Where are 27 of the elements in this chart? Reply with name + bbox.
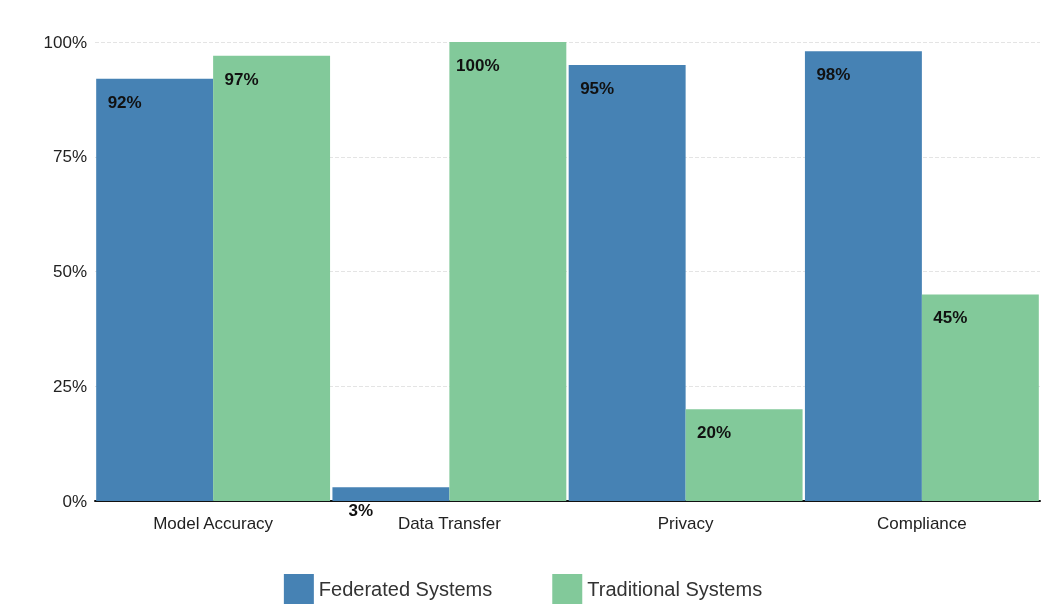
data-label: 98%	[816, 65, 851, 85]
bar	[568, 64, 686, 501]
bar	[213, 55, 331, 501]
x-tick-label: Privacy	[657, 514, 714, 533]
bar	[96, 78, 214, 501]
bar	[804, 51, 922, 501]
y-tick-label: 75%	[52, 147, 87, 167]
data-label: 45%	[933, 308, 968, 328]
x-tick-label: Model Accuracy	[153, 514, 274, 533]
y-tick-label: 100%	[43, 32, 87, 52]
data-label: 3%	[348, 501, 374, 521]
legend-label: Federated Systems	[318, 578, 493, 600]
x-tick-label: Data Transfer	[397, 514, 502, 533]
data-label: 20%	[697, 423, 732, 443]
bar	[332, 487, 450, 501]
legend-label: Traditional Systems	[587, 578, 763, 600]
data-label: 95%	[580, 78, 615, 98]
y-tick-label: 0%	[62, 491, 87, 511]
y-tick-label: 25%	[52, 376, 87, 396]
data-label: 97%	[224, 69, 259, 89]
data-label: 100%	[456, 56, 500, 75]
data-label: 92%	[107, 92, 142, 112]
x-tick-label: Compliance	[876, 514, 967, 533]
bar	[449, 42, 567, 501]
bar	[921, 294, 1039, 501]
bar	[685, 409, 803, 501]
y-tick-label: 50%	[52, 262, 87, 281]
